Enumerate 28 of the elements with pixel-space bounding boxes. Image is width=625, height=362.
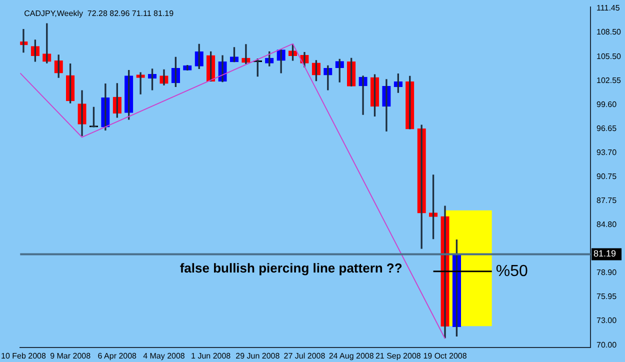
x-tick-label: 21 Sep 2008	[375, 351, 422, 360]
x-tick-label: 19 Oct 2008	[423, 351, 468, 360]
y-tick-label: 75.95	[596, 292, 618, 302]
ref-line-label: 81.19	[594, 248, 616, 259]
annotation: %50	[496, 262, 528, 280]
y-tick-label: 70.00	[596, 340, 618, 350]
x-tick-label: 1 Jun 2008	[191, 351, 232, 360]
y-tick-label: 96.65	[596, 124, 618, 133]
y-tick-label: 93.70	[596, 148, 618, 157]
x-tick-label: 4 May 2008	[143, 351, 186, 360]
y-tick-label: 90.75	[596, 172, 618, 181]
y-tick-label: 73.00	[596, 316, 618, 325]
x-tick-label: 9 Mar 2008	[50, 351, 92, 360]
y-tick-label: 108.50	[596, 28, 622, 37]
y-tick-label: 111.45	[596, 4, 620, 13]
chart-title: CADJPY,Weekly 72.28 82.96 71.11 81.19	[24, 9, 174, 18]
x-tick-label: 29 Jun 2008	[236, 351, 280, 360]
y-tick-label: 105.50	[596, 52, 622, 62]
x-tick-label: 10 Feb 2008	[1, 351, 46, 360]
y-tick-label: 78.90	[596, 268, 618, 278]
y-tick-label: 87.75	[596, 196, 618, 206]
y-tick-label: 84.80	[596, 220, 618, 230]
x-tick-label: 6 Apr 2008	[98, 351, 138, 360]
y-tick-label: 102.55	[596, 76, 622, 85]
x-tick-label: 27 Jul 2008	[284, 351, 326, 360]
annotation: false bullish piercing line pattern ??	[180, 260, 402, 276]
x-tick-label: 24 Aug 2008	[328, 351, 374, 360]
y-tick-label: 99.60	[596, 100, 618, 109]
